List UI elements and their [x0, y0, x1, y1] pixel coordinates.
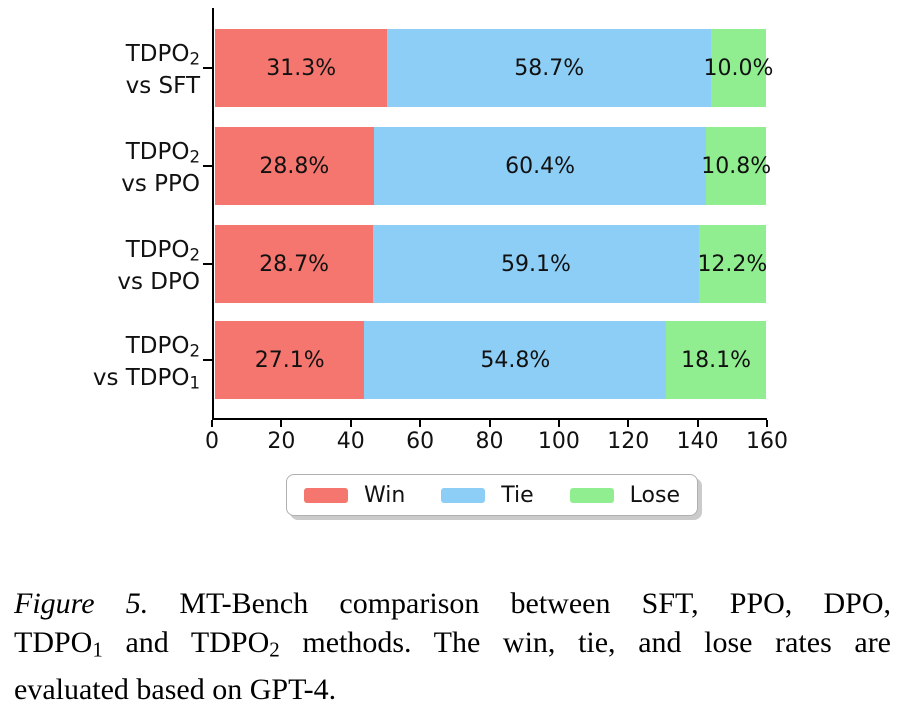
y-tick — [203, 263, 212, 265]
win-value-label: 27.1% — [254, 347, 325, 373]
bar-row-tdpo2-vs-dpo: 28.7% 59.1% 12.2% — [215, 225, 768, 303]
x-tick-label: 120 — [607, 429, 650, 454]
bar-row-tdpo2-vs-sft: 31.3% 58.7% 10.0% — [215, 29, 773, 107]
legend-swatch-tie — [441, 487, 486, 503]
x-tick-label: 80 — [475, 429, 504, 454]
x-tick — [696, 420, 699, 427]
lose-value-label: 18.1% — [681, 347, 752, 373]
x-tick-label: 140 — [676, 429, 719, 454]
x-tick — [627, 420, 630, 427]
win-value-label: 31.3% — [266, 55, 337, 81]
x-tick — [557, 420, 560, 427]
x-tick — [349, 420, 352, 427]
category-label-tdpo2-vs-sft: TDPO2 vs SFT — [125, 41, 200, 99]
category-label-tdpo2-vs-tdpo1: TDPO2 vs TDPO1 — [92, 333, 200, 393]
win-value-label: 28.8% — [259, 153, 330, 179]
tie-segment: 54.8% — [364, 321, 667, 399]
figure-label: Figure 5. — [14, 587, 149, 620]
lose-segment: 10.8% — [701, 127, 771, 205]
lose-segment: 10.0% — [703, 29, 773, 107]
x-tick — [211, 420, 213, 427]
y-tick — [203, 67, 212, 69]
x-axis-line — [212, 418, 767, 420]
legend-item-lose: Lose — [569, 482, 680, 508]
x-tick-label: 40 — [336, 429, 365, 454]
lose-segment: 18.1% — [666, 321, 766, 399]
tie-value-label: 60.4% — [505, 153, 576, 179]
caption-line-2: TDPO1 and TDPO2 methods. The win, tie, a… — [14, 626, 891, 662]
category-label-tdpo2-vs-dpo: TDPO2 vs DPO — [117, 237, 200, 295]
win-segment: 28.8% — [215, 127, 374, 205]
legend-swatch-lose — [569, 487, 614, 503]
caption-line-1: Figure 5. MT-Bench comparison between SF… — [14, 587, 891, 620]
x-tick-label: 20 — [267, 429, 296, 454]
x-tick-label: 0 — [205, 429, 219, 454]
win-segment: 28.7% — [215, 225, 374, 303]
x-tick — [280, 420, 283, 427]
y-tick — [203, 165, 212, 167]
x-tick-label: 160 — [746, 429, 788, 454]
tie-segment: 60.4% — [373, 127, 707, 205]
x-tick-label: 60 — [406, 429, 435, 454]
figure-caption: Figure 5. MT-Bench comparison between SF… — [14, 584, 891, 709]
legend: Win Tie Lose — [286, 474, 698, 516]
legend-label-lose: Lose — [629, 482, 680, 508]
x-tick-label: 100 — [537, 429, 580, 454]
win-segment: 31.3% — [215, 29, 388, 107]
lose-value-label: 10.0% — [703, 55, 774, 81]
lose-segment: 12.2% — [697, 225, 768, 303]
y-axis-line — [212, 8, 214, 419]
y-tick — [203, 359, 212, 361]
legend-label-win: Win — [364, 482, 406, 508]
tie-segment: 58.7% — [387, 29, 711, 107]
tie-value-label: 54.8% — [480, 347, 551, 373]
x-tick — [766, 420, 768, 427]
lose-value-label: 10.8% — [701, 153, 772, 179]
lose-value-label: 12.2% — [697, 251, 768, 277]
legend-label-tie: Tie — [501, 482, 534, 508]
win-segment: 27.1% — [215, 321, 365, 399]
x-tick — [419, 420, 422, 427]
tie-segment: 59.1% — [373, 225, 699, 303]
tie-value-label: 59.1% — [501, 251, 571, 277]
caption-line-3: evaluated based on GPT-4. — [14, 672, 337, 706]
bar-row-tdpo2-vs-tdpo1: 27.1% 54.8% 18.1% — [215, 321, 766, 399]
x-tick — [488, 420, 491, 427]
legend-item-win: Win — [304, 483, 405, 508]
bar-row-tdpo2-vs-ppo: 28.8% 60.4% 10.8% — [215, 127, 771, 205]
tie-value-label: 58.7% — [514, 55, 585, 81]
category-label-tdpo2-vs-ppo: TDPO2 vs PPO — [121, 139, 200, 197]
legend-item-tie: Tie — [441, 482, 534, 508]
win-value-label: 28.7% — [259, 251, 329, 277]
legend-swatch-win — [304, 487, 348, 503]
